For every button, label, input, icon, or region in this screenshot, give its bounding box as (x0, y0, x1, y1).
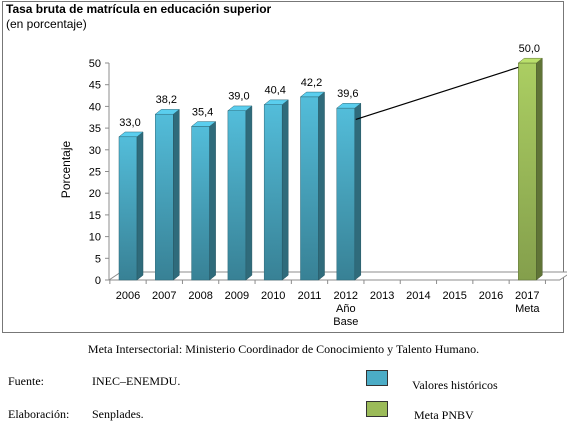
elaboration-label: Elaboración: (8, 407, 70, 421)
source-value: INEC–ENEMDU. (92, 374, 181, 388)
x-tick-label: 2009 (225, 290, 249, 302)
bar-side (245, 105, 253, 281)
legend-swatch-historic (366, 370, 388, 386)
bar-side (173, 108, 180, 281)
y-tick-label: 5 (95, 253, 101, 265)
data-label: 40,4 (264, 85, 285, 97)
bar-top (227, 105, 253, 111)
x-tick-label: 2016 (479, 290, 503, 302)
data-label: 33,0 (119, 117, 140, 129)
x-tick-label: 2006 (116, 290, 140, 302)
bar-side (536, 57, 543, 281)
y-tick-label: 25 (89, 167, 101, 179)
data-label: 35,4 (192, 106, 213, 118)
bar (300, 96, 319, 281)
data-label: 39,6 (337, 88, 358, 100)
x-tick-label: 2010 (261, 290, 285, 302)
data-label: 38,2 (156, 94, 177, 106)
bar-side (354, 102, 362, 281)
bar-top (118, 131, 144, 138)
source-label: Fuente: (8, 374, 44, 388)
bar-side (281, 99, 289, 281)
bar-side (209, 121, 216, 281)
x-tick-label: 2015 (442, 290, 466, 302)
bar-chart: 0 5 10 15 20 25 30 35 40 45 50 Porcentaje 2006 2007 20… (59, 43, 567, 328)
bar-top (190, 121, 217, 127)
x-tick-sublabel: Meta (515, 303, 540, 315)
legend-swatch-meta (366, 401, 388, 417)
legend-label-historic: Valores históricos (412, 378, 498, 392)
bar (336, 107, 356, 281)
y-tick-label: 10 (89, 232, 101, 244)
trend-line (355, 66, 519, 120)
bar (518, 62, 537, 281)
data-label: 39,0 (228, 91, 249, 103)
bar-side (136, 131, 144, 281)
x-tick-label: 2008 (188, 290, 212, 302)
data-label: 50,0 (519, 43, 540, 55)
legend-label-meta: Meta PNBV (414, 408, 474, 422)
x-tick-label: 2007 (152, 290, 176, 302)
y-axis-title: Porcentaje (59, 140, 73, 198)
x-tick-sublabel: Año (336, 303, 356, 315)
y-tick-label: 15 (89, 210, 101, 222)
elaboration-value: Senplades. (92, 407, 144, 421)
x-tick-sublabel: Base (333, 316, 358, 328)
bar-top (336, 103, 362, 109)
x-tick-label: 2014 (406, 290, 430, 302)
bar (118, 136, 138, 281)
bar-top (154, 109, 181, 115)
y-tick-label: 40 (89, 101, 101, 113)
chart-title: Tasa bruta de matrícula en educación sup… (6, 2, 272, 16)
y-tick-label: 0 (95, 275, 101, 287)
bar (155, 113, 174, 281)
data-label: 42,2 (301, 77, 322, 89)
bar (227, 110, 247, 281)
footnote-meta: Meta Intersectorial: Ministerio Coordina… (87, 342, 480, 356)
bar (263, 104, 283, 281)
x-tick-label: 2013 (370, 290, 394, 302)
x-tick-label: 2012 (334, 290, 358, 302)
bar-top (263, 99, 289, 105)
y-tick-label: 35 (89, 123, 101, 135)
y-tick-label: 45 (89, 80, 101, 92)
x-tick-label: 2011 (298, 290, 322, 302)
bar-top (517, 57, 544, 64)
y-tick-label: 30 (89, 145, 101, 157)
bar-top (299, 91, 326, 98)
y-tick-label: 20 (89, 188, 101, 200)
bar-side (318, 91, 325, 281)
x-tick-label: 2017 (515, 290, 539, 302)
chart-subtitle: (en porcentaje) (6, 17, 87, 31)
y-tick-label: 50 (89, 58, 101, 70)
bar (191, 126, 210, 281)
